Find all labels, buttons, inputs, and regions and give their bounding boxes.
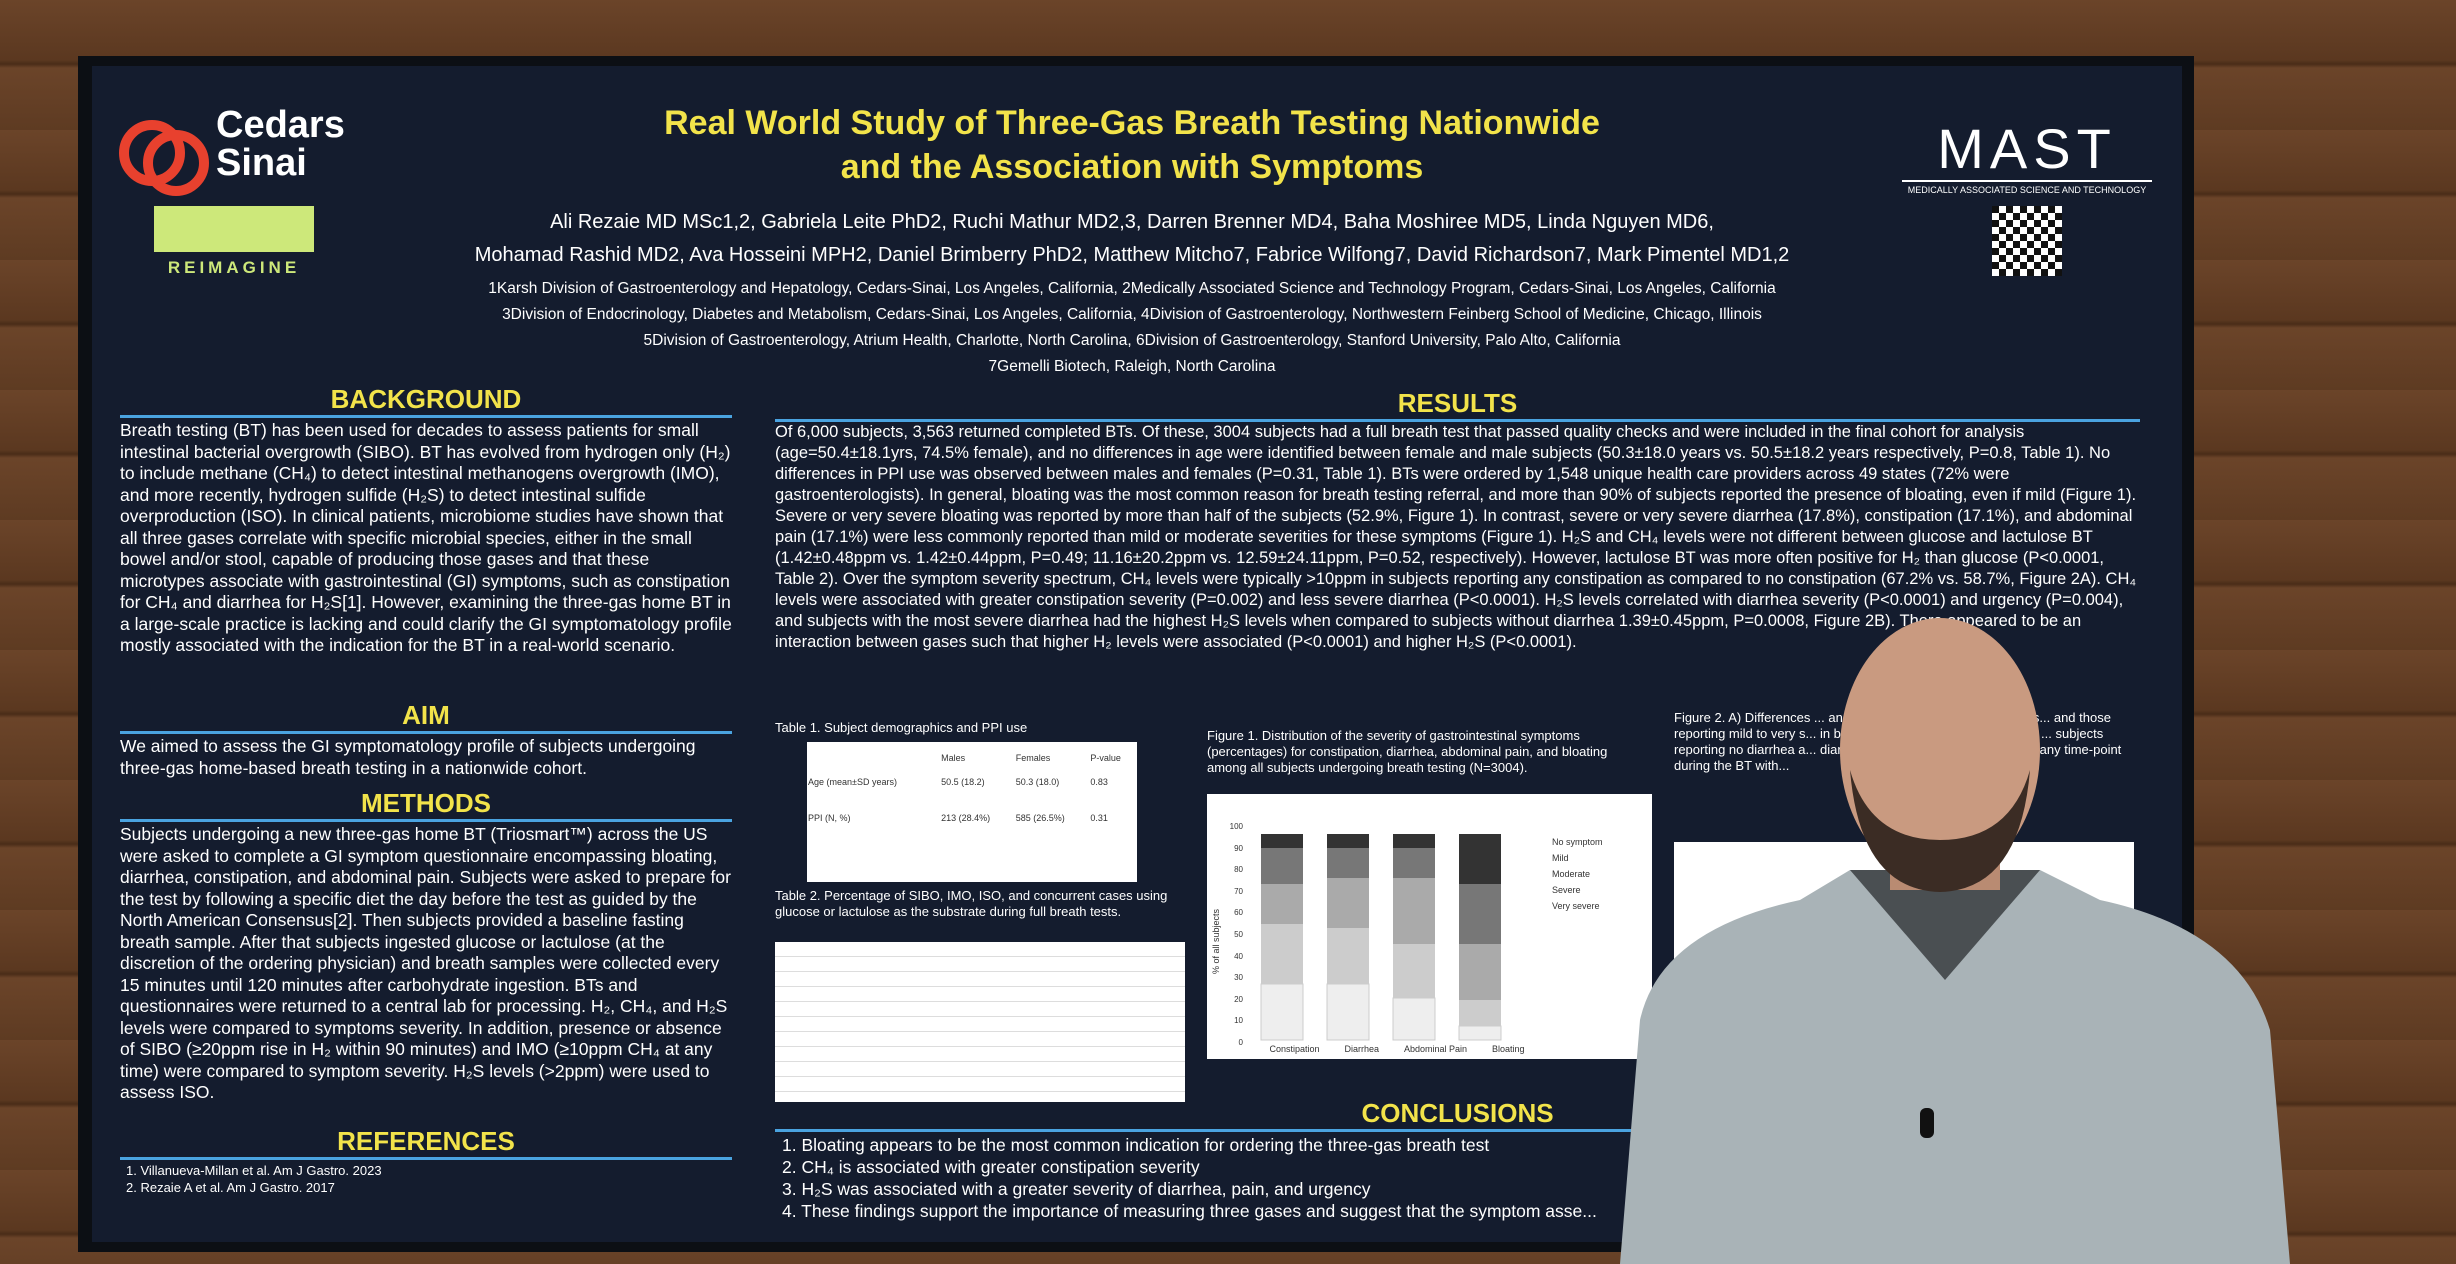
conclusion: 1. Bloating appears to be the most commo… <box>782 1135 1490 1155</box>
figure-caption: Figure 1. Distribution of the severity o… <box>1207 728 1608 775</box>
reference: 1. Villanueva-Millan et al. Am J Gastro.… <box>126 1163 382 1178</box>
reimagine-badge <box>154 206 314 252</box>
bar-stack <box>1392 834 1436 1041</box>
y-tick-label: 80 <box>1234 865 1243 875</box>
authors: Ali Rezaie MD MSc1,2, Gabriela Leite PhD… <box>392 206 1872 272</box>
background-text: Breath testing (BT) has been used for de… <box>120 420 732 655</box>
y-tick-label: 20 <box>1234 994 1243 1004</box>
table-cell: 50.5 (18.2) <box>941 777 985 787</box>
affiliation: 3Division of Endocrinology, Diabetes and… <box>502 306 1762 323</box>
table-cell: PPI (N, %) <box>808 813 851 823</box>
y-tick-label: 70 <box>1234 886 1243 896</box>
bar-stack <box>1260 834 1304 1041</box>
affiliation: 7Gemelli Biotech, Raleigh, North Carolin… <box>988 358 1276 375</box>
y-tick-label: 0 <box>1238 1037 1243 1047</box>
logo-left: Cedars Sinai <box>216 104 345 184</box>
table-caption: Table 1. Subject demographics and PPI us… <box>775 720 1028 735</box>
section-heading: BACKGROUND <box>120 384 732 418</box>
table-cell: Age (mean±SD years) <box>808 777 897 787</box>
x-tick-label: Bloating <box>1491 1044 1525 1054</box>
section-heading: REFERENCES <box>120 1126 732 1160</box>
bar-stack <box>1458 834 1502 1041</box>
affiliation: 5Division of Gastroenterology, Atrium He… <box>643 332 1621 349</box>
legend: No symptom Mild Moderate Severe Very severe <box>1552 834 1603 914</box>
figure-1: % of all subjects 100 90 80 70 60 50 40 30 20 10 0… <box>1207 794 1652 1059</box>
logo-right: MAST <box>1937 117 2117 180</box>
table-cell: 213 (28.4%) <box>941 813 991 823</box>
table-cell: 0.83 <box>1090 777 1108 787</box>
section-heading: METHODS <box>120 788 732 822</box>
author-line: Mohamad Rashid MD2, Ava Hosseini MPH2, D… <box>474 244 1790 266</box>
table-header: P-value <box>1090 753 1121 763</box>
conclusions-list: 1. Bloating appears to be the most commo… <box>782 1134 2142 1222</box>
conclusion: 2. CH₄ is associated with greater consti… <box>782 1157 1200 1177</box>
legend-entry: Mild <box>1552 853 1569 863</box>
table-header: Females <box>1015 753 1051 763</box>
references-list: 1. Villanueva-Millan et al. Am J Gastro.… <box>126 1162 726 1196</box>
section-heading: RESULTS <box>775 388 2140 422</box>
affiliations: 1Karsh Division of Gastroenterology and … <box>372 276 1892 380</box>
legend-entry: Moderate <box>1552 869 1591 879</box>
presenter <box>1620 618 2290 1264</box>
conclusion: 3. H₂S was associated with a greater sev… <box>782 1179 1371 1199</box>
reference: 2. Rezaie A et al. Am J Gastro. 2017 <box>126 1180 335 1195</box>
methods-text: Subjects undergoing a new three-gas home… <box>120 824 731 1102</box>
microphone <box>1920 1108 1934 1138</box>
qr-code <box>1992 206 2062 276</box>
x-tick-label: Constipation <box>1269 1044 1320 1054</box>
legend-entry: Severe <box>1552 885 1581 895</box>
x-tick-label: Diarrhea <box>1344 1044 1379 1054</box>
table-cell: 0.31 <box>1090 813 1108 823</box>
undershirt <box>1850 870 2040 980</box>
y-tick-label: 30 <box>1234 973 1243 983</box>
y-axis-label: % of all subjects <box>1211 908 1221 974</box>
table-cell: 585 (26.5%) <box>1015 813 1065 823</box>
table-cell: 50.3 (18.0) <box>1015 777 1060 787</box>
logo-right-sub: MEDICALLY ASSOCIATED SCIENCE AND TECHNOL… <box>1902 180 2152 195</box>
reimagine-label: REIMAGINE <box>167 258 301 277</box>
x-labels: Constipation Diarrhea Abdominal Pain Bloati… <box>1257 1044 1537 1054</box>
legend-entry: Very severe <box>1552 901 1600 911</box>
table-2 <box>775 942 1185 1102</box>
author-line: Ali Rezaie MD MSc1,2, Gabriela Leite PhD… <box>550 211 1714 233</box>
stacked-bars <box>1260 834 1502 1041</box>
table-header: Males <box>941 753 966 763</box>
conclusion: 4. These findings support the importance… <box>782 1201 1597 1221</box>
legend-entry: No symptom <box>1552 837 1603 847</box>
results-text: Of 6,000 subjects, 3,563 returned comple… <box>775 423 2137 651</box>
table-1: Males Females P-value Age (mean±SD years) 5… <box>807 742 1137 882</box>
y-tick-label: 100 <box>1229 822 1243 831</box>
y-tick-label: 60 <box>1234 908 1243 918</box>
table: Males Females P-value Age (mean±SD years) 5… <box>807 752 1137 836</box>
title-line: Real World Study of Three-Gas Breath Tes… <box>664 104 1600 142</box>
cedars-logo-icon <box>119 120 209 196</box>
head <box>1840 618 2040 882</box>
x-tick-label: Abdominal Pain <box>1403 1044 1467 1054</box>
title-line: and the Association with Symptoms <box>840 148 1424 186</box>
y-ticks: 100 90 80 70 60 50 40 30 20 10 0 <box>1227 816 1243 1054</box>
section-heading: CONCLUSIONS <box>775 1098 2140 1132</box>
y-tick-label: 40 <box>1234 951 1243 961</box>
table-caption: Table 2. Percentage of SIBO, IMO, ISO, a… <box>775 888 1168 919</box>
affiliation: 1Karsh Division of Gastroenterology and … <box>488 280 1776 297</box>
beard <box>1850 770 2030 892</box>
aim-text: We aimed to assess the GI symptomatology… <box>120 736 696 778</box>
y-tick-label: 90 <box>1234 843 1243 853</box>
bar-stack <box>1326 834 1370 1041</box>
scrubs <box>1620 870 2290 1264</box>
y-tick-label: 50 <box>1234 929 1243 939</box>
y-tick-label: 10 <box>1234 1016 1243 1026</box>
section-heading: AIM <box>120 700 732 734</box>
